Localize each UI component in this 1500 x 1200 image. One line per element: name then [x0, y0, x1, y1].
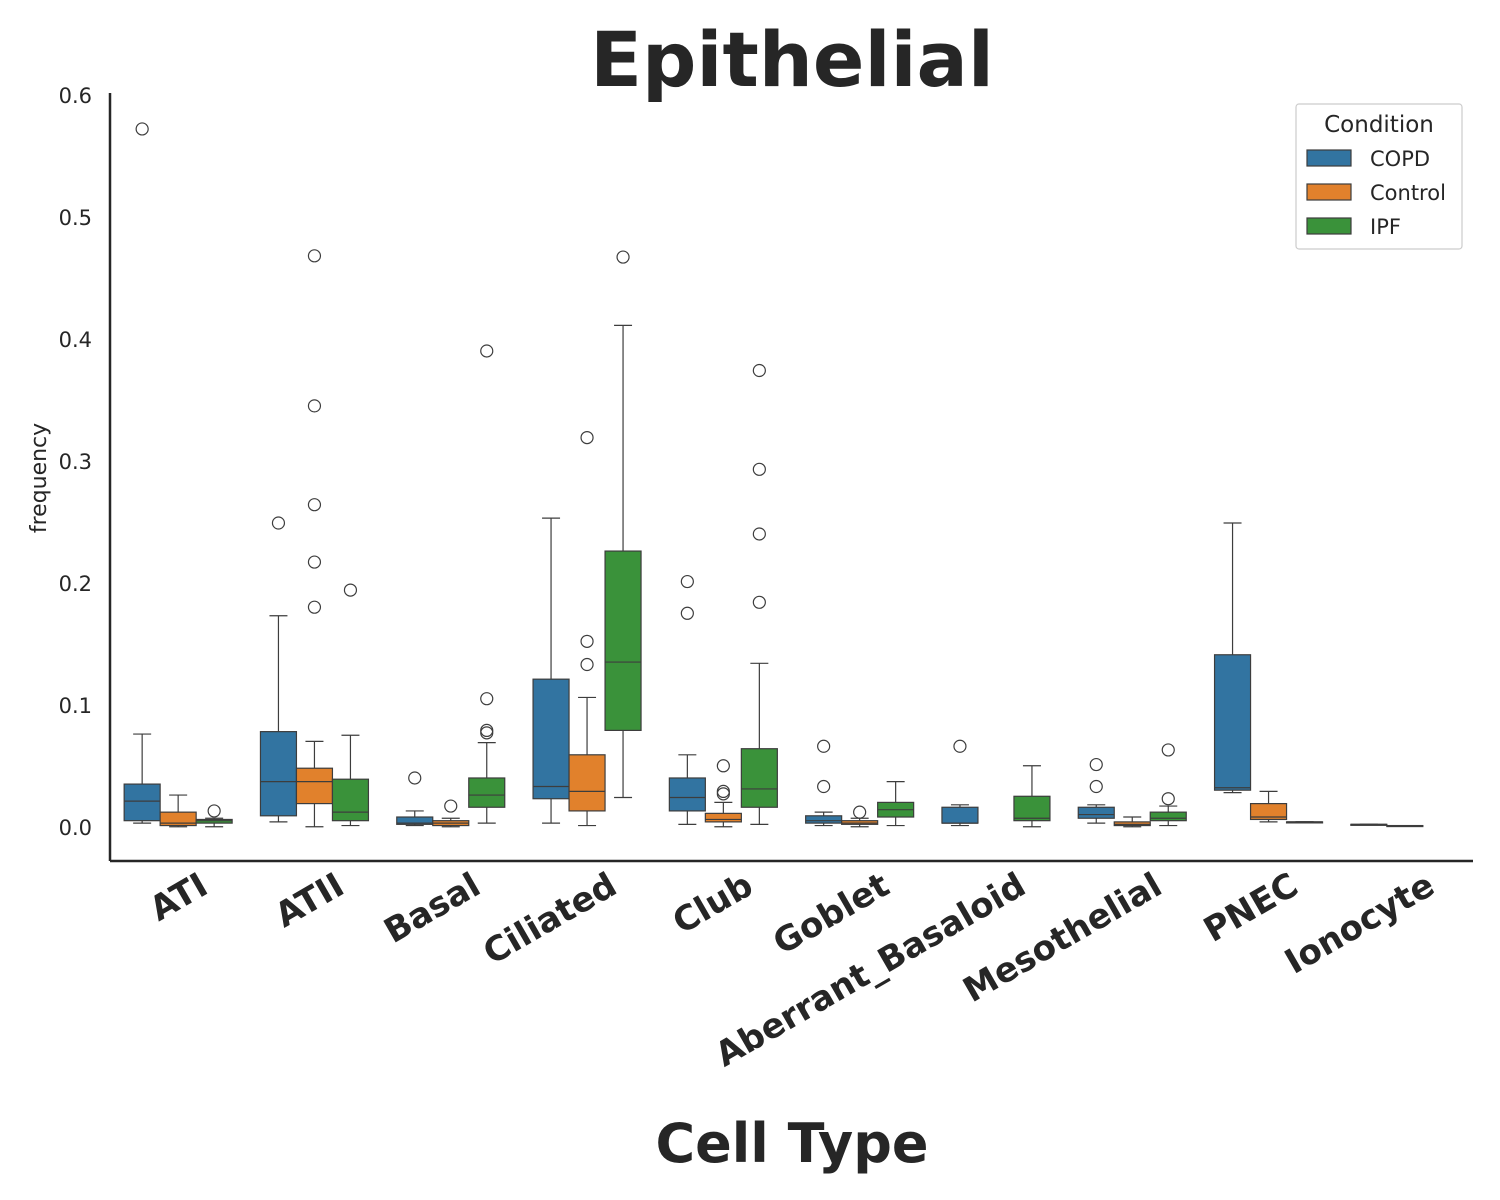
outlier-point — [1161, 743, 1175, 757]
y-tick-label: 0.6 — [59, 84, 92, 108]
box — [668, 777, 706, 812]
box — [259, 731, 298, 817]
box — [1077, 806, 1115, 819]
outlier-point — [480, 723, 494, 738]
legend-title: Condition — [1324, 112, 1434, 138]
outlier-point — [480, 344, 494, 358]
outlier-point — [307, 498, 322, 512]
outlier-point — [680, 574, 694, 589]
outlier-point — [1089, 757, 1103, 772]
outlier-point — [480, 692, 494, 706]
box — [1213, 654, 1252, 791]
y-tick-label: 0.1 — [59, 694, 92, 718]
chart-title: Epithelial — [590, 15, 994, 104]
box — [123, 783, 161, 822]
box — [295, 767, 334, 805]
box — [195, 818, 233, 824]
outlier-point — [752, 527, 766, 541]
outlier-point — [307, 555, 322, 569]
outlier-point — [680, 606, 694, 620]
outlier-point — [716, 784, 730, 799]
x-axis-label: Cell Type — [656, 1112, 929, 1175]
box — [604, 550, 642, 731]
outlier-point — [580, 634, 594, 648]
legend-frame — [1295, 103, 1463, 250]
outlier-point — [307, 399, 322, 413]
box — [740, 748, 778, 808]
outlier-point — [307, 600, 322, 614]
box — [532, 678, 570, 800]
outlier-point — [580, 431, 594, 445]
outlier-point — [817, 779, 831, 794]
outlier-point — [307, 249, 322, 263]
box — [1113, 821, 1151, 827]
box — [1149, 811, 1187, 822]
box — [941, 806, 979, 824]
box — [1013, 795, 1051, 822]
outlier-point — [716, 759, 730, 773]
box — [331, 778, 370, 822]
outlier-point — [752, 363, 766, 378]
outlier-point — [817, 739, 831, 753]
series-copd — [123, 122, 1388, 827]
outlier-point — [1089, 779, 1103, 794]
legend-label: IPF — [1370, 215, 1401, 239]
y-tick-label: 0.2 — [59, 572, 92, 596]
y-tick-label: 0.3 — [59, 450, 92, 474]
legend-swatch — [1306, 217, 1352, 235]
box — [841, 820, 879, 825]
outlier-point — [752, 595, 766, 609]
series-ipf — [195, 250, 1324, 828]
series-control — [159, 249, 1424, 828]
outlier-point — [444, 799, 458, 813]
outlier-point — [616, 250, 630, 264]
outlier-point — [408, 771, 422, 785]
legend-swatch — [1306, 149, 1352, 167]
outlier-point — [953, 739, 967, 753]
outlier-point — [1161, 792, 1175, 806]
outlier-point — [135, 122, 149, 136]
box — [805, 815, 843, 824]
outlier-point — [853, 805, 867, 819]
y-tick-label: 0.5 — [59, 206, 92, 230]
box — [1249, 802, 1288, 821]
outlier-point — [580, 657, 594, 672]
legend: Condition COPD Control IPF — [1295, 103, 1463, 250]
y-tick-label: 0.4 — [59, 328, 92, 352]
box — [704, 812, 742, 823]
box — [159, 811, 197, 827]
y-tick-label: 0.0 — [59, 816, 92, 840]
outlier-point — [207, 804, 221, 818]
outlier-point — [271, 516, 286, 530]
box — [568, 754, 606, 812]
outlier-point — [343, 583, 358, 597]
legend-label: Control — [1370, 181, 1446, 205]
legend-swatch — [1306, 183, 1352, 201]
y-axis-label: frequency — [27, 423, 52, 533]
box — [468, 777, 506, 808]
legend-label: COPD — [1370, 147, 1430, 171]
outlier-point — [752, 462, 766, 476]
